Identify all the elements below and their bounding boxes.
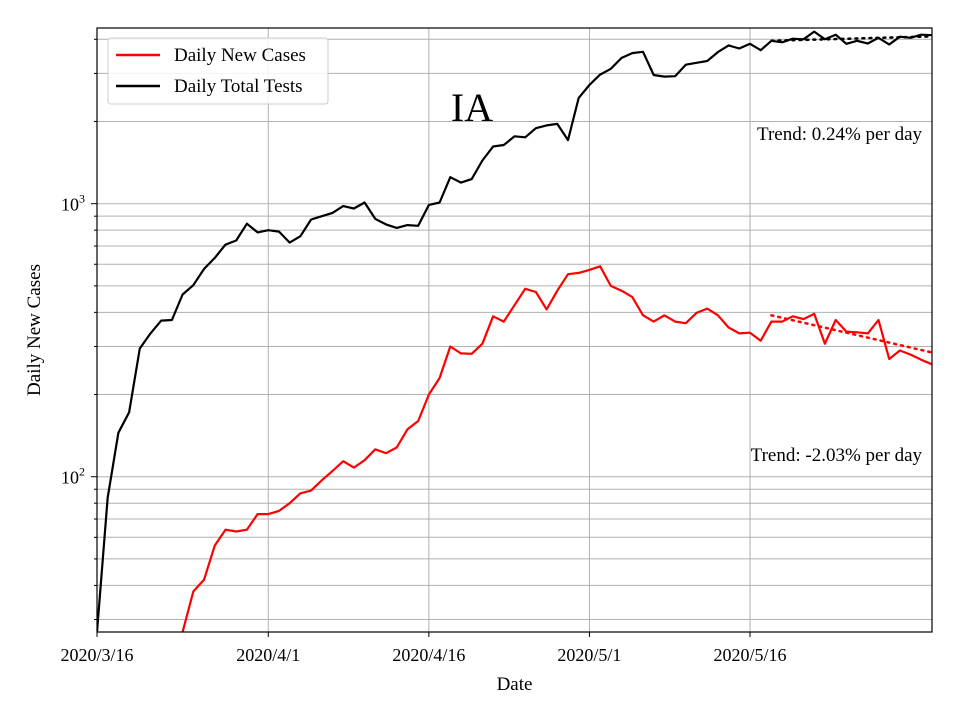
x-tick-label: 2020/4/16	[392, 645, 465, 665]
y-tick-label: 103	[61, 192, 85, 215]
x-tick-label: 2020/5/16	[714, 645, 787, 665]
series-line	[97, 30, 932, 632]
chart-title: IA	[451, 85, 493, 130]
legend-label: Daily New Cases	[174, 45, 306, 66]
x-tick-label: 2020/5/1	[557, 645, 621, 665]
y-axis-label: Daily New Cases	[24, 264, 45, 396]
legend-label: Daily Total Tests	[174, 76, 303, 97]
annotations: Trend: 0.24% per day Trend: -2.03% per da…	[751, 124, 923, 466]
grid	[96, 28, 932, 632]
x-axis-label: Date	[497, 674, 533, 695]
legend: Daily New Cases Daily Total Tests	[107, 37, 329, 105]
trend-line	[770, 314, 932, 354]
y-tick-label: 102	[61, 465, 85, 488]
ticks: 2020/3/16 2020/4/1 2020/4/16 2020/5/1 2020/5…	[60, 38, 787, 665]
x-tick-label: 2020/3/16	[60, 645, 133, 665]
trend-annotation: Trend: -2.03% per day	[751, 445, 923, 466]
x-tick-label: 2020/4/1	[236, 645, 300, 665]
legend-box	[107, 37, 329, 105]
series-line	[181, 265, 932, 632]
series-lines	[97, 30, 932, 632]
trend-annotation: Trend: 0.24% per day	[757, 124, 922, 145]
plot-frame	[96, 27, 933, 633]
